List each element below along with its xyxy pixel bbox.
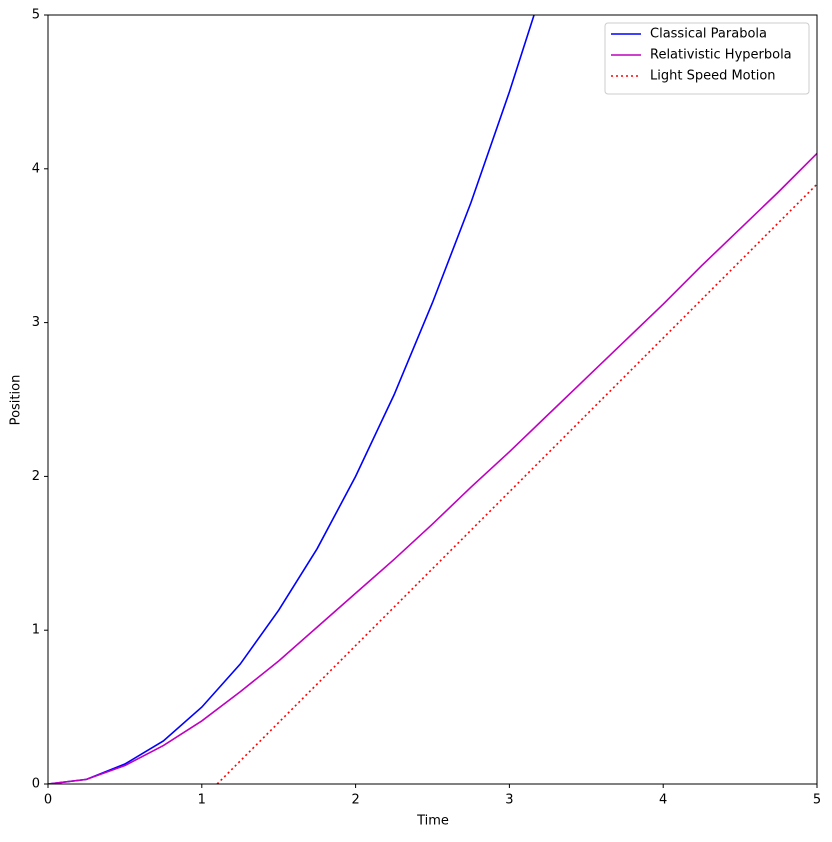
x-tick-label: 5	[813, 793, 821, 808]
x-tick-label: 1	[198, 793, 206, 808]
y-tick-label: 2	[32, 469, 40, 484]
y-tick-label: 3	[32, 315, 40, 330]
series-line	[216, 183, 817, 784]
x-tick-label: 4	[659, 793, 667, 808]
plot-frame	[47, 14, 818, 785]
x-tick-label: 2	[351, 793, 359, 808]
legend-label: Relativistic Hyperbola	[650, 48, 792, 63]
x-tick-label: 0	[44, 793, 52, 808]
legend-label: Light Speed Motion	[650, 69, 776, 84]
series-line	[48, 152, 817, 784]
plot-area	[48, 15, 817, 784]
y-axis-label: Position	[9, 375, 24, 426]
legend-label: Classical Parabola	[650, 27, 767, 42]
y-tick-label: 1	[32, 623, 40, 638]
x-axis-label: Time	[416, 814, 449, 829]
y-tick-label: 4	[32, 161, 40, 176]
legend-box	[604, 22, 810, 95]
y-tick-label: 0	[32, 777, 40, 792]
y-tick-label: 5	[32, 8, 40, 23]
x-tick-label: 3	[505, 793, 513, 808]
series-line	[48, 15, 535, 784]
